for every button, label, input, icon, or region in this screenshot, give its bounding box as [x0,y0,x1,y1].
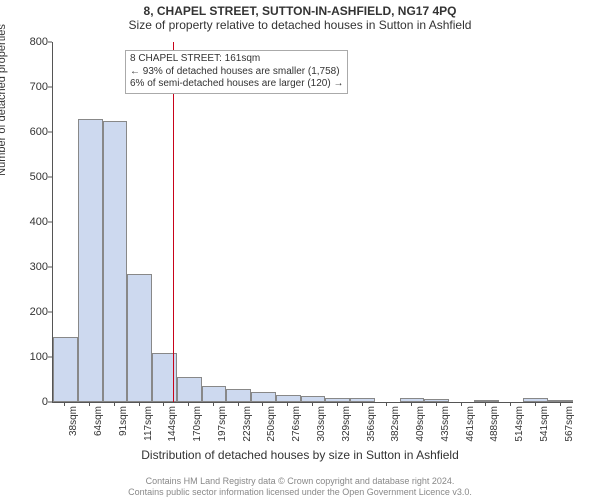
y-tick-mark [48,312,52,313]
y-tick-label: 500 [12,171,48,183]
x-tick-label: 303sqm [316,406,327,450]
x-tick-mark [188,402,189,406]
x-tick-mark [510,402,511,406]
x-tick-mark [485,402,486,406]
x-tick-label: 91sqm [118,406,129,450]
x-tick-label: 541sqm [539,406,550,450]
x-tick-label: 197sqm [217,406,228,450]
y-tick-mark [48,42,52,43]
y-tick-mark [48,402,52,403]
x-tick-label: 382sqm [390,406,401,450]
annotation-line-3: 6% of semi-detached houses are larger (1… [130,78,343,91]
histogram-bar [350,398,375,402]
x-tick-label: 223sqm [242,406,253,450]
x-tick-mark [114,402,115,406]
x-tick-mark [213,402,214,406]
x-tick-label: 250sqm [266,406,277,450]
x-tick-mark [436,402,437,406]
chart-subtitle: Size of property relative to detached ho… [0,18,600,34]
y-tick-label: 0 [12,396,48,408]
x-tick-label: 117sqm [143,406,154,450]
x-tick-mark [386,402,387,406]
x-tick-mark [163,402,164,406]
histogram-bar [53,337,78,402]
y-tick-label: 600 [12,126,48,138]
x-tick-label: 38sqm [68,406,79,450]
annotation-box: 8 CHAPEL STREET: 161sqm← 93% of detached… [125,50,348,94]
histogram-bar [523,398,548,403]
x-tick-mark [312,402,313,406]
footer: Contains HM Land Registry data © Crown c… [0,476,600,498]
x-tick-label: 356sqm [366,406,377,450]
x-tick-mark [362,402,363,406]
y-tick-label: 200 [12,306,48,318]
x-tick-label: 488sqm [489,406,500,450]
y-tick-mark [48,267,52,268]
histogram-bar [325,398,350,403]
chart-container: 8, CHAPEL STREET, SUTTON-IN-ASHFIELD, NG… [0,0,600,500]
histogram-bar [251,392,276,402]
histogram-bar [548,400,573,402]
x-tick-label: 567sqm [564,406,575,450]
y-tick-label: 400 [12,216,48,228]
x-tick-label: 144sqm [167,406,178,450]
y-tick-mark [48,87,52,88]
y-axis-label: Number of detached properties [0,0,8,220]
chart-title: 8, CHAPEL STREET, SUTTON-IN-ASHFIELD, NG… [0,0,600,18]
x-tick-mark [461,402,462,406]
x-tick-label: 461sqm [465,406,476,450]
x-tick-mark [560,402,561,406]
histogram-bar [424,399,449,402]
x-tick-label: 514sqm [514,406,525,450]
x-tick-mark [238,402,239,406]
y-tick-mark [48,177,52,178]
x-tick-mark [287,402,288,406]
histogram-bar [103,121,128,402]
x-tick-mark [411,402,412,406]
histogram-bar [276,395,301,402]
y-tick-mark [48,132,52,133]
x-tick-label: 276sqm [291,406,302,450]
footer-line-1: Contains HM Land Registry data © Crown c… [0,476,600,487]
footer-line-2: Contains public sector information licen… [0,487,600,498]
y-tick-label: 300 [12,261,48,273]
histogram-bar [127,274,152,402]
x-tick-label: 64sqm [93,406,104,450]
x-tick-mark [337,402,338,406]
y-tick-label: 100 [12,351,48,363]
y-tick-mark [48,357,52,358]
x-tick-mark [64,402,65,406]
histogram-bar [177,377,202,402]
annotation-line-1: 8 CHAPEL STREET: 161sqm [130,53,343,66]
x-tick-label: 329sqm [341,406,352,450]
histogram-bar [78,119,103,403]
x-tick-mark [535,402,536,406]
y-tick-mark [48,222,52,223]
y-tick-label: 700 [12,81,48,93]
histogram-bar [226,389,251,402]
x-tick-label: 170sqm [192,406,203,450]
marker-line [173,42,174,402]
x-tick-label: 435sqm [440,406,451,450]
annotation-line-2: ← 93% of detached houses are smaller (1,… [130,66,343,79]
histogram-bar [202,386,227,402]
x-tick-mark [89,402,90,406]
plot-area: 8 CHAPEL STREET: 161sqm← 93% of detached… [52,42,573,403]
x-axis-label: Distribution of detached houses by size … [0,448,600,462]
y-tick-label: 800 [12,36,48,48]
x-tick-label: 409sqm [415,406,426,450]
x-tick-mark [262,402,263,406]
x-tick-mark [139,402,140,406]
